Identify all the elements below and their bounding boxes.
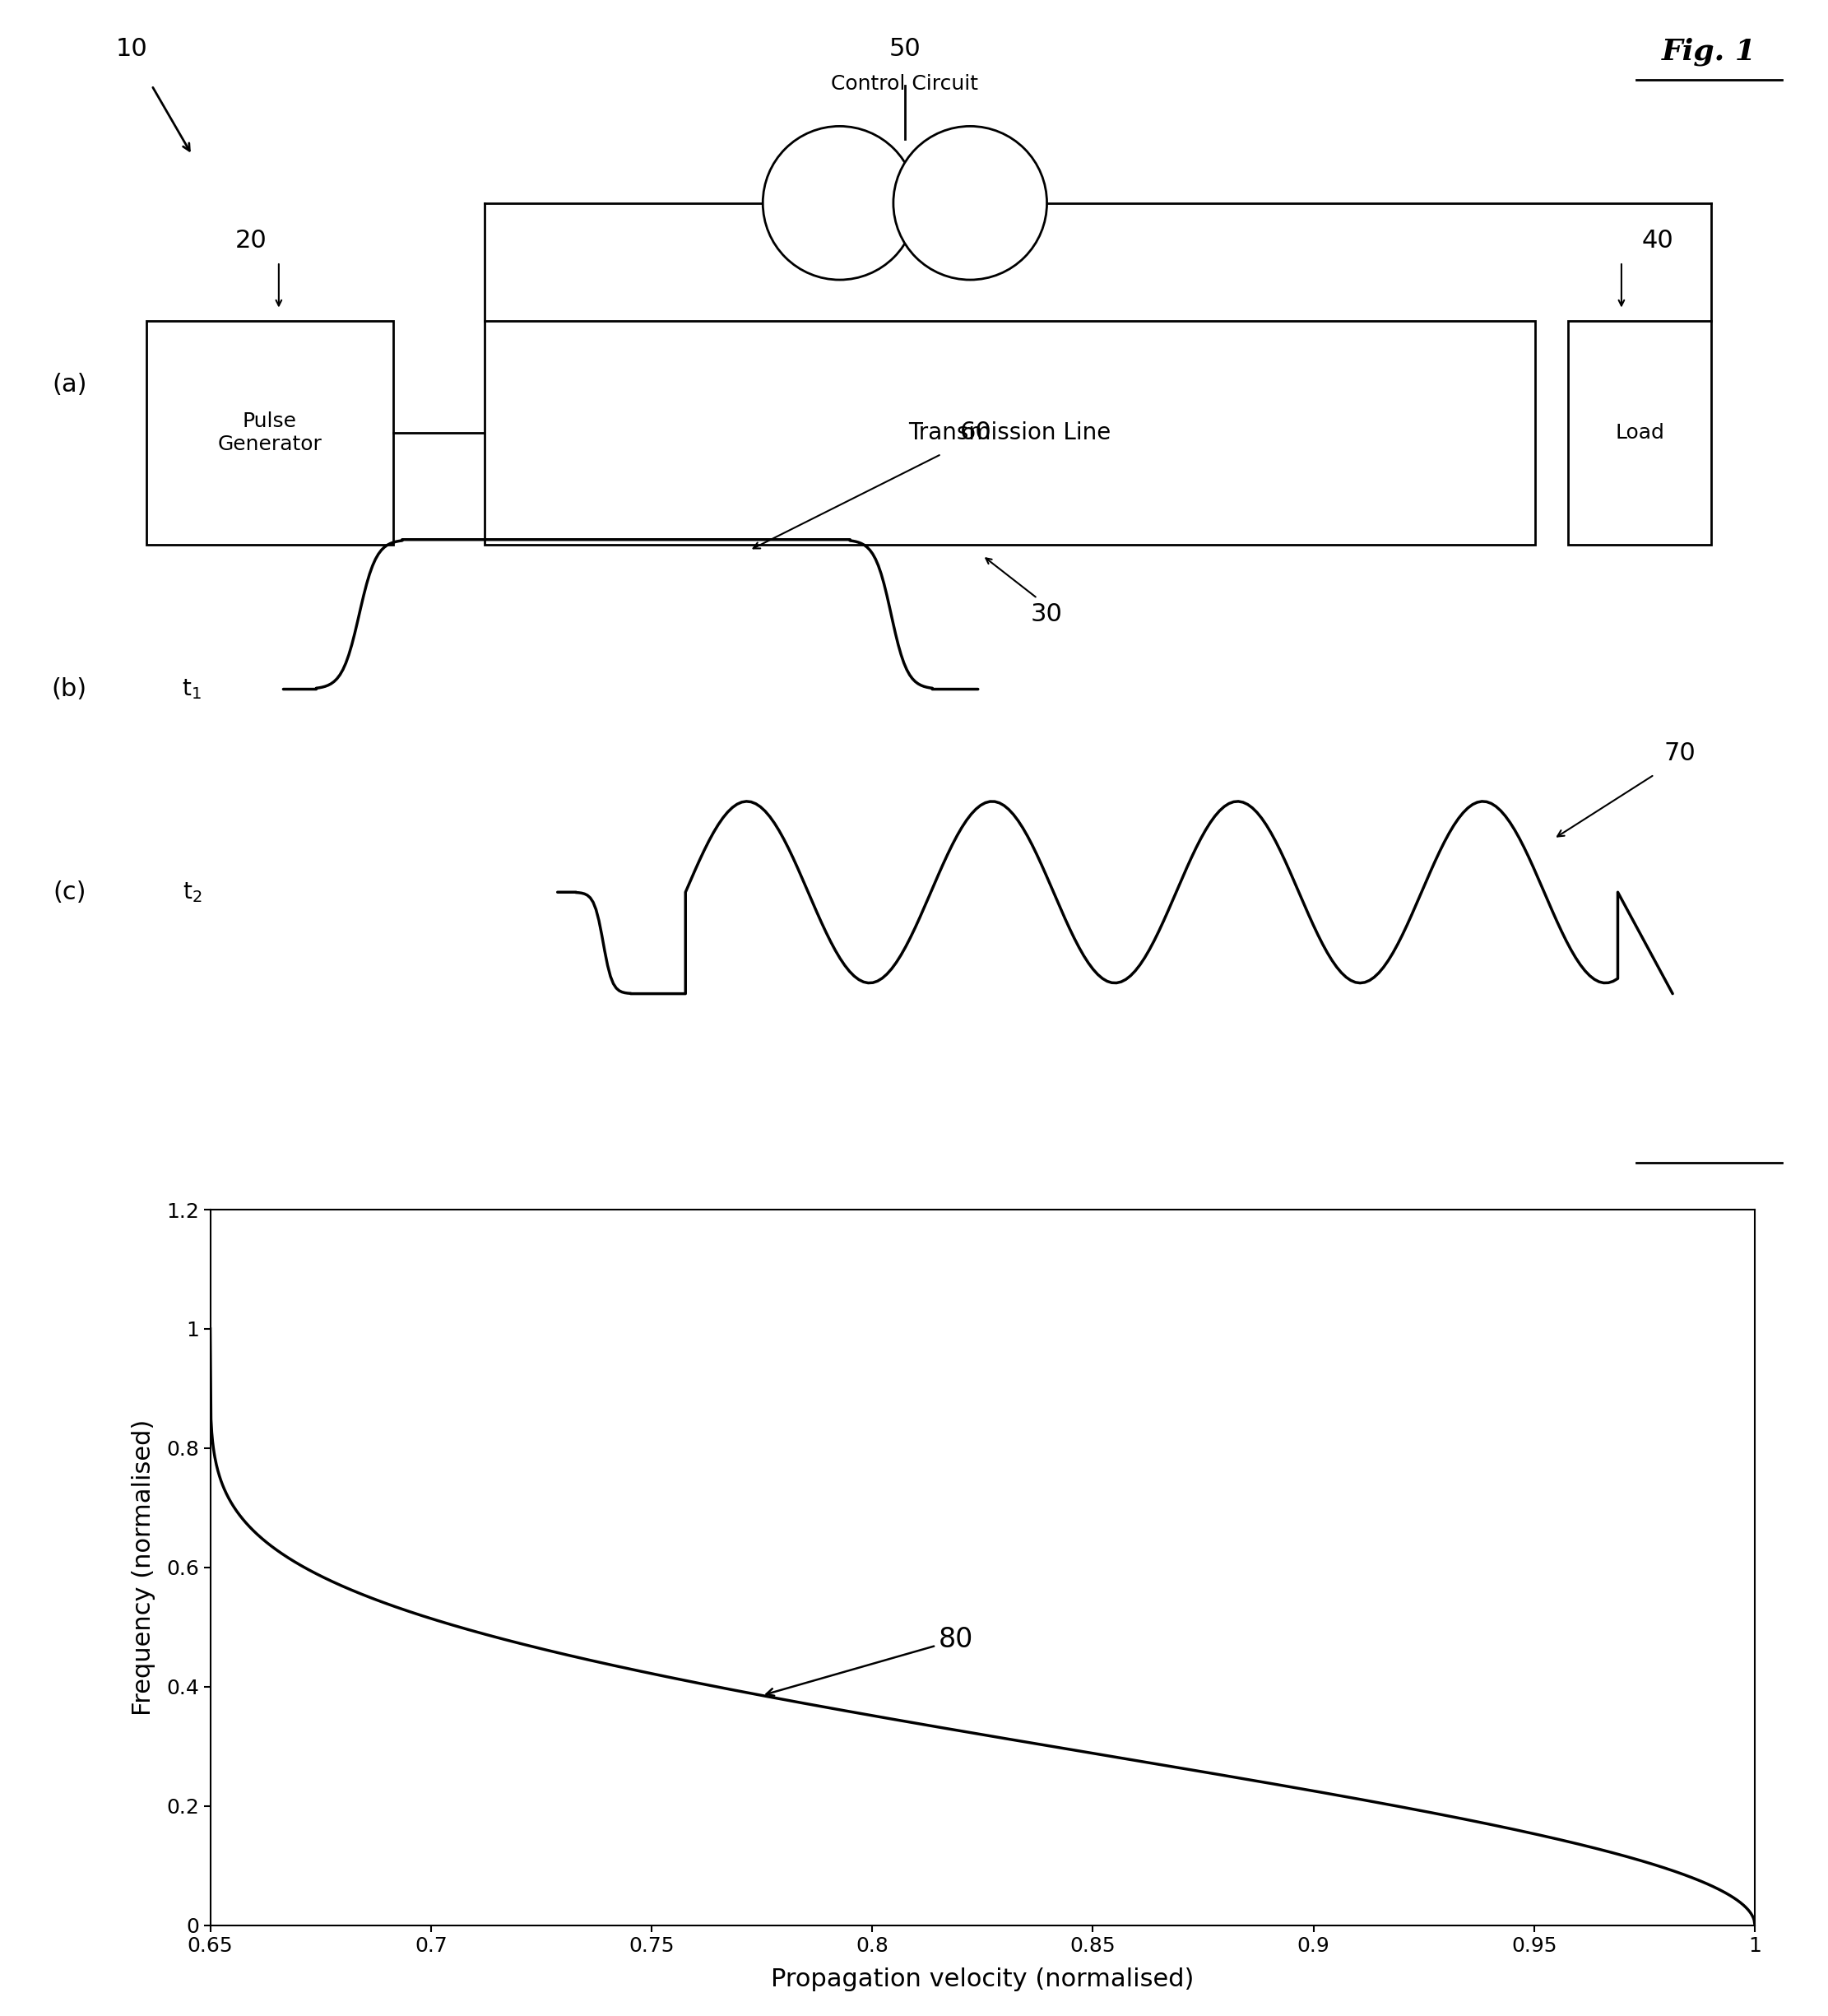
Text: (c): (c) bbox=[53, 881, 86, 903]
Text: 50: 50 bbox=[888, 38, 921, 60]
Y-axis label: Frequency (normalised): Frequency (normalised) bbox=[132, 1419, 155, 1716]
Text: Control Circuit: Control Circuit bbox=[832, 75, 978, 95]
Text: (b): (b) bbox=[51, 677, 88, 702]
Ellipse shape bbox=[894, 127, 1047, 280]
Text: 30: 30 bbox=[1031, 603, 1062, 627]
Text: (a): (a) bbox=[51, 373, 88, 397]
Ellipse shape bbox=[762, 127, 916, 280]
Text: Fig. 1: Fig. 1 bbox=[1662, 38, 1757, 67]
Text: 80: 80 bbox=[766, 1627, 972, 1695]
Text: 60: 60 bbox=[960, 421, 991, 446]
Text: 40: 40 bbox=[1642, 228, 1674, 252]
Text: Load: Load bbox=[1616, 423, 1663, 444]
Text: t$_1$: t$_1$ bbox=[183, 677, 201, 702]
Text: 70: 70 bbox=[1663, 742, 1695, 766]
Text: Pulse
Generator: Pulse Generator bbox=[218, 411, 322, 454]
Text: t$_2$: t$_2$ bbox=[183, 881, 201, 903]
FancyBboxPatch shape bbox=[1568, 321, 1711, 544]
Text: 20: 20 bbox=[236, 228, 267, 252]
Text: 10: 10 bbox=[115, 38, 148, 60]
FancyBboxPatch shape bbox=[146, 321, 393, 544]
FancyBboxPatch shape bbox=[484, 321, 1536, 544]
X-axis label: Propagation velocity (normalised): Propagation velocity (normalised) bbox=[771, 1968, 1194, 1992]
Text: Transmission Line: Transmission Line bbox=[909, 421, 1111, 444]
